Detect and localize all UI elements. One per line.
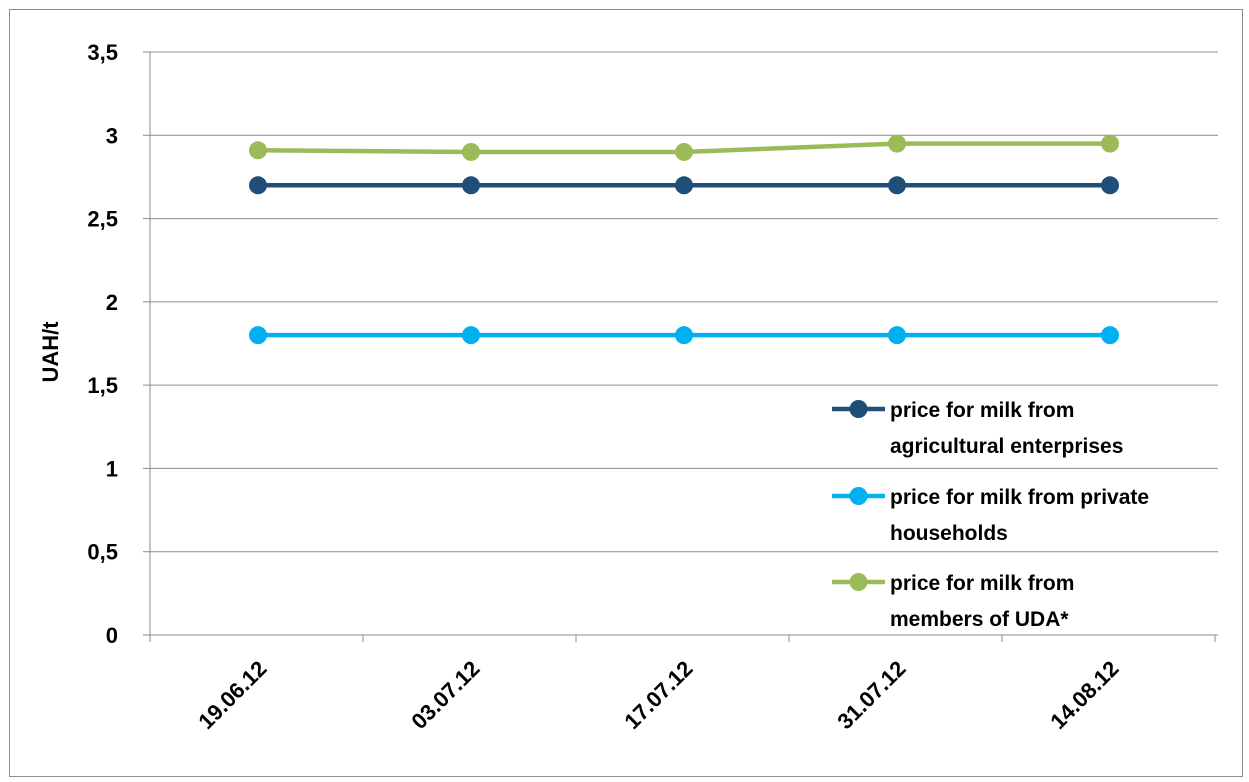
data-point: [675, 326, 693, 344]
data-point: [888, 326, 906, 344]
legend: price for milk from agricultural enterpri…: [832, 399, 1149, 631]
x-tick-label: 03.07.12: [406, 656, 484, 734]
x-tick-label: 14.08.12: [1045, 656, 1123, 734]
x-tick-labels: 19.06.12 03.07.12 17.07.12 31.07.12 14.08.12: [193, 656, 1123, 734]
legend-label: price for milk from: [890, 399, 1074, 422]
x-tick-label: 17.07.12: [619, 656, 697, 734]
y-tick-label: 3: [106, 123, 118, 148]
data-point: [1101, 135, 1119, 153]
data-point: [888, 176, 906, 194]
axes: [143, 52, 1218, 642]
x-tick-label: 31.07.12: [832, 656, 910, 734]
legend-label: agricultural enterprises: [890, 435, 1123, 458]
y-tick-label: 0,5: [87, 540, 118, 565]
data-point: [249, 326, 267, 344]
legend-marker: [850, 487, 868, 505]
data-point: [1101, 326, 1119, 344]
legend-label: members of UDA*: [890, 608, 1069, 631]
legend-label: price for milk from private: [890, 486, 1149, 509]
y-tick-label: 3,5: [87, 40, 118, 65]
legend-marker: [850, 400, 868, 418]
y-tick-label: 1: [106, 456, 118, 481]
gridlines: [150, 52, 1218, 552]
y-tick-label: 2: [106, 290, 118, 315]
series: [249, 135, 1119, 345]
legend-marker: [850, 573, 868, 591]
data-point: [462, 176, 480, 194]
data-point: [888, 135, 906, 153]
y-tick-label: 0: [106, 623, 118, 648]
legend-label: price for milk from: [890, 572, 1074, 595]
data-point: [249, 176, 267, 194]
y-tick-label: 2,5: [87, 207, 118, 232]
y-tick-label: 1,5: [87, 373, 118, 398]
data-point: [1101, 176, 1119, 194]
y-tick-labels: 0 0,5 1 1,5 2 2,5 3 3,5: [87, 40, 118, 648]
data-point: [249, 141, 267, 159]
data-point: [675, 176, 693, 194]
data-point: [675, 143, 693, 161]
x-tick-label: 19.06.12: [193, 656, 271, 734]
data-point: [462, 143, 480, 161]
legend-label: households: [890, 522, 1008, 545]
data-point: [462, 326, 480, 344]
y-axis-label: UAH/t: [38, 321, 63, 383]
